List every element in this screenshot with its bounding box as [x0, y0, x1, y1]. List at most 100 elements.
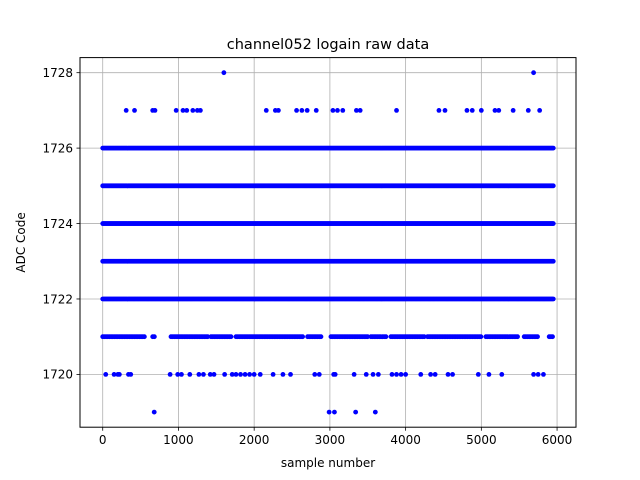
- data-point: [201, 372, 206, 377]
- data-point: [550, 221, 556, 226]
- x-tick-label: 1000: [163, 433, 194, 447]
- data-point: [211, 372, 217, 377]
- data-point: [167, 372, 173, 377]
- y-tick-label: 1726: [42, 141, 73, 155]
- data-point: [184, 108, 190, 113]
- data-point: [229, 372, 235, 377]
- data-point: [263, 108, 269, 113]
- data-point: [251, 372, 257, 377]
- data-point: [179, 372, 184, 377]
- data-point: [531, 372, 536, 377]
- data-point: [525, 108, 531, 113]
- data-point: [187, 372, 193, 377]
- data-point: [151, 409, 157, 415]
- data-point: [222, 372, 228, 377]
- data-point: [394, 108, 399, 113]
- axes-frame: [79, 57, 577, 428]
- data-point: [152, 108, 158, 113]
- data-point: [335, 108, 340, 113]
- data-point: [332, 372, 338, 377]
- data-point: [550, 183, 556, 189]
- data-point: [383, 334, 389, 340]
- data-point: [173, 108, 179, 113]
- data-point: [299, 108, 305, 113]
- x-tick-label: 0: [99, 433, 107, 447]
- data-point: [478, 334, 484, 340]
- data-point: [535, 372, 541, 377]
- data-point: [535, 334, 540, 340]
- data-point: [363, 372, 369, 377]
- data-point: [464, 108, 470, 113]
- data-point: [132, 108, 137, 113]
- data-point: [276, 108, 281, 113]
- data-point: [304, 108, 310, 113]
- data-point: [432, 372, 438, 377]
- data-point: [550, 145, 556, 151]
- y-axis-label: ADC Code: [14, 212, 28, 272]
- data-point: [280, 372, 286, 377]
- data-point: [228, 334, 234, 340]
- data-point: [300, 334, 306, 340]
- data-point: [537, 108, 543, 113]
- data-point: [247, 372, 253, 377]
- data-point: [515, 334, 520, 340]
- x-axis-ticks: 0 1000 2000 3000 4000 5000 6000: [99, 427, 572, 447]
- x-axis-label: sample number: [281, 456, 375, 470]
- data-point: [141, 334, 147, 340]
- data-point: [180, 108, 186, 113]
- data-point: [116, 372, 122, 377]
- y-tick-label: 1724: [42, 217, 73, 231]
- data-point: [175, 372, 181, 377]
- data-point: [340, 108, 346, 113]
- data-point: [550, 334, 555, 340]
- data-point: [205, 334, 211, 340]
- data-point: [541, 372, 546, 377]
- data-point: [398, 372, 404, 377]
- data-point: [354, 108, 359, 113]
- data-point: [375, 372, 381, 377]
- data-point: [550, 258, 556, 264]
- x-tick-label: 2000: [239, 433, 270, 447]
- data-point: [486, 372, 492, 377]
- data-point: [332, 409, 337, 415]
- data-point: [365, 334, 370, 340]
- data-point: [403, 372, 409, 377]
- x-tick-label: 6000: [542, 433, 573, 447]
- data-point: [288, 372, 293, 377]
- data-point: [445, 372, 451, 377]
- data-point: [499, 372, 505, 377]
- chart-title: channel052 logain raw data: [227, 37, 429, 53]
- data-point: [313, 108, 319, 113]
- x-tick-label: 5000: [466, 433, 497, 447]
- data-point: [128, 372, 134, 377]
- data-point: [351, 372, 357, 377]
- data-point: [312, 372, 318, 377]
- data-point: [469, 108, 475, 113]
- data-point: [196, 372, 202, 377]
- data-point: [428, 372, 434, 377]
- data-point: [357, 108, 363, 113]
- x-tick-label: 3000: [315, 433, 346, 447]
- data-point: [421, 334, 427, 340]
- data-point: [510, 108, 516, 113]
- data-point: [370, 372, 376, 377]
- y-axis-ticks: 1720 1722 1724 1726 1728: [42, 66, 80, 382]
- data-point: [257, 372, 263, 377]
- data-point: [531, 70, 536, 76]
- data-point: [389, 372, 395, 377]
- data-point: [394, 372, 399, 377]
- data-point: [353, 409, 359, 415]
- data-point: [221, 70, 227, 76]
- data-point: [550, 296, 556, 302]
- data-point: [103, 372, 109, 377]
- data-point: [123, 108, 129, 113]
- data-point: [190, 108, 196, 113]
- data-point: [242, 372, 248, 377]
- data-point: [207, 372, 213, 377]
- data-point: [436, 108, 442, 113]
- y-tick-label: 1728: [42, 66, 73, 80]
- data-point: [478, 108, 484, 113]
- data-point: [151, 334, 157, 340]
